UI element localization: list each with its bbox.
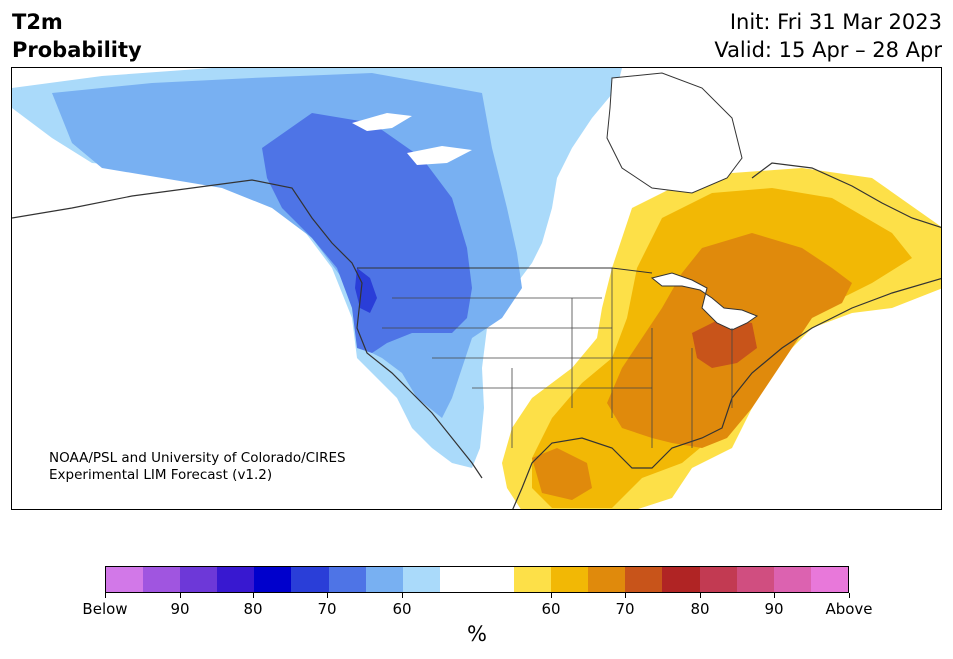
colorbar-segment — [439, 567, 477, 592]
colorbar-tick-mark — [327, 593, 328, 598]
colorbar-segment — [180, 567, 218, 592]
colorbar-tick-label: 60 — [541, 600, 561, 618]
colorbar-segment — [514, 567, 552, 592]
colorbar-tick-label: Below — [82, 600, 128, 618]
colorbar-segment — [143, 567, 181, 592]
map-svg — [12, 68, 941, 509]
colorbar-segment — [106, 567, 144, 592]
canada-us-border — [357, 267, 653, 274]
colorbar-tick-mark — [849, 593, 850, 598]
warm-region-80-south — [532, 448, 592, 500]
hudson-bay — [606, 72, 743, 194]
forecast-credit: NOAA/PSL and University of Colorado/CIRE… — [49, 450, 346, 484]
colorbar-tick-label: 80 — [243, 600, 263, 618]
colorbar-segment — [588, 567, 626, 592]
colorbar-unit: % — [467, 622, 487, 646]
title-variable: T2m — [12, 10, 63, 34]
map-title: T2m Probability — [12, 8, 142, 64]
valid-date-range: Valid: 15 Apr – 28 Apr — [714, 38, 942, 62]
colorbar-segment — [551, 567, 589, 592]
great-lakes — [650, 272, 759, 331]
colorbar-tick-label: 80 — [690, 600, 710, 618]
colorbar-tick-mark — [700, 593, 701, 598]
cold-region-80 — [262, 113, 472, 353]
colorbar-tick-label: 70 — [615, 600, 635, 618]
great-slave-lake — [407, 146, 472, 165]
colorbar-tick-label: 90 — [170, 600, 190, 618]
title-subtitle: Probability — [12, 38, 142, 62]
colorbar-segment — [217, 567, 255, 592]
colorbar-segment — [402, 567, 440, 592]
colorbar-segment — [773, 567, 811, 592]
colorbar-tick-mark — [625, 593, 626, 598]
colorbar-tick-mark — [253, 593, 254, 598]
colorbar-tick-mark — [551, 593, 552, 598]
colorbar-segment — [736, 567, 774, 592]
credit-line-2: Experimental LIM Forecast (v1.2) — [49, 467, 273, 483]
colorbar-segment — [254, 567, 292, 592]
credit-line-1: NOAA/PSL and University of Colorado/CIRE… — [49, 450, 346, 466]
colorbar-tick-mark — [105, 593, 106, 598]
colorbar-tick-label: Above — [825, 600, 873, 618]
colorbar-segment — [662, 567, 700, 592]
colorbar-tick-label: 90 — [764, 600, 784, 618]
warm-region-90 — [692, 318, 757, 368]
colorbar-tick-mark — [402, 593, 403, 598]
colorbar-segment — [291, 567, 329, 592]
colorbar-segment — [810, 567, 848, 592]
colorbar-tick-label: 60 — [392, 600, 412, 618]
colorbar-tick-mark — [774, 593, 775, 598]
coastline — [12, 162, 941, 509]
colorbar-segment — [699, 567, 737, 592]
probability-colorbar — [105, 566, 849, 593]
colorbar-tick-mark — [180, 593, 181, 598]
colorbar-segment — [328, 567, 366, 592]
colorbar-segment — [365, 567, 403, 592]
colorbar-segment — [476, 567, 515, 592]
great-bear-lake — [352, 113, 412, 131]
forecast-map — [11, 67, 942, 510]
init-date: Init: Fri 31 Mar 2023 — [729, 10, 942, 34]
colorbar-tick-label: 70 — [317, 600, 337, 618]
date-info: Init: Fri 31 Mar 2023 Valid: 15 Apr – 28… — [714, 8, 942, 64]
colorbar-segment — [625, 567, 663, 592]
